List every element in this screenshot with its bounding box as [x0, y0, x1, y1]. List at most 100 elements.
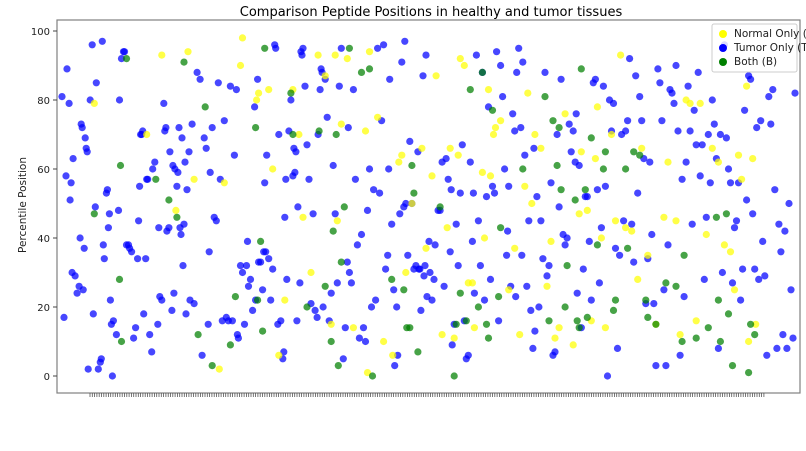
- data-point: [724, 310, 733, 318]
- data-point: [572, 110, 580, 118]
- data-point: [743, 82, 751, 90]
- data-point: [737, 296, 745, 304]
- legend-box: [711, 23, 798, 73]
- data-point: [718, 268, 727, 277]
- data-point: [112, 331, 120, 339]
- data-point: [165, 196, 173, 204]
- data-point: [262, 248, 270, 256]
- plot-frame: [56, 19, 801, 394]
- data-point: [599, 82, 608, 90]
- data-point: [622, 224, 630, 232]
- data-point: [303, 303, 311, 311]
- data-point: [177, 230, 185, 239]
- data-point: [200, 134, 208, 142]
- data-point: [583, 193, 591, 201]
- data-point: [115, 275, 124, 283]
- y-tick-0: 0: [44, 372, 57, 383]
- data-point: [696, 99, 704, 107]
- data-point: [231, 293, 239, 301]
- data-point: [579, 265, 587, 273]
- data-point: [751, 265, 759, 273]
- data-point: [474, 303, 482, 311]
- data-point: [541, 93, 549, 101]
- data-point: [493, 48, 501, 56]
- data-point: [208, 124, 216, 132]
- data-point: [103, 186, 111, 194]
- data-point: [234, 334, 242, 342]
- data-point: [376, 189, 384, 197]
- data-point: [613, 344, 622, 352]
- data-point: [215, 365, 223, 373]
- data-point: [535, 303, 543, 311]
- data-point: [181, 158, 189, 166]
- data-point: [692, 141, 700, 149]
- data-point: [58, 93, 66, 101]
- data-point: [531, 327, 539, 335]
- data-point: [243, 237, 252, 245]
- data-point: [443, 224, 451, 232]
- data-point: [198, 351, 206, 359]
- data-point: [478, 68, 486, 76]
- data-point: [660, 286, 668, 294]
- data-point: [658, 117, 666, 125]
- data-point: [741, 106, 749, 114]
- data-point: [91, 203, 99, 211]
- data-point: [313, 313, 321, 321]
- data-point: [555, 203, 563, 211]
- data-point: [456, 55, 464, 63]
- data-point: [206, 168, 214, 176]
- data-point: [327, 289, 335, 297]
- data-point: [597, 224, 606, 232]
- data-point: [593, 186, 602, 194]
- data-point: [752, 320, 760, 328]
- data-point: [108, 372, 116, 380]
- data-point: [81, 134, 89, 142]
- data-point: [745, 337, 753, 346]
- data-point: [395, 158, 403, 166]
- data-point: [501, 165, 509, 173]
- data-point: [688, 220, 696, 228]
- data-point: [162, 124, 170, 132]
- data-point: [365, 48, 374, 56]
- data-point: [382, 265, 390, 273]
- data-point: [255, 89, 263, 97]
- data-point: [332, 130, 340, 139]
- data-point: [593, 241, 602, 249]
- data-point: [728, 279, 737, 287]
- data-point: [662, 279, 670, 287]
- data-point: [420, 272, 428, 280]
- data-point: [668, 89, 676, 97]
- data-point: [299, 44, 307, 52]
- data-point: [417, 306, 425, 314]
- data-point: [672, 282, 680, 290]
- data-point: [295, 130, 303, 139]
- data-point: [454, 151, 462, 159]
- data-point: [636, 151, 644, 159]
- data-point: [644, 313, 652, 321]
- data-point: [783, 344, 791, 352]
- data-point: [611, 217, 620, 225]
- data-point: [275, 351, 283, 359]
- data-point: [418, 144, 426, 152]
- data-point: [406, 324, 414, 332]
- data-point: [672, 217, 680, 225]
- data-point: [333, 217, 341, 225]
- data-point: [476, 262, 484, 270]
- data-point: [146, 331, 154, 339]
- data-point: [497, 224, 505, 232]
- data-point: [380, 41, 388, 49]
- data-point: [240, 320, 249, 328]
- data-point: [254, 296, 262, 304]
- data-point: [537, 144, 545, 152]
- data-point: [466, 86, 474, 94]
- data-point: [132, 324, 140, 332]
- data-point: [524, 89, 532, 97]
- data-point: [172, 206, 180, 214]
- data-point: [452, 220, 460, 228]
- legend-marker-both-icon: [719, 58, 727, 66]
- data-point: [208, 362, 216, 370]
- data-point: [456, 289, 464, 297]
- data-point: [341, 324, 349, 332]
- data-point: [712, 213, 721, 221]
- data-point: [630, 148, 638, 156]
